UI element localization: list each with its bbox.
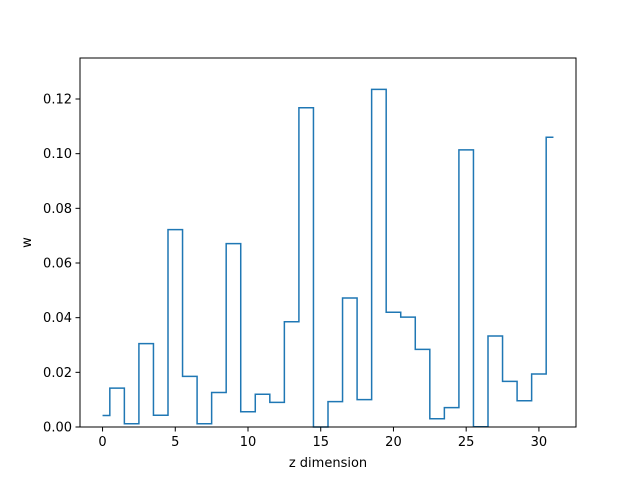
- y-tick-label: 0.10: [43, 147, 72, 162]
- y-tick-label: 0.06: [43, 257, 72, 272]
- x-axis-label: z dimension: [289, 456, 367, 471]
- y-tick-label: 0.12: [43, 93, 72, 108]
- y-tick-label: 0.02: [43, 366, 72, 381]
- x-tick-label: 5: [171, 435, 179, 450]
- y-axis-ticks: 0.00 0.02 0.04 0.06 0.08 0.10 0.12: [43, 93, 80, 436]
- x-axis-ticks: 0 5 10 15 20 25 30: [98, 427, 547, 450]
- y-tick-label: 0.08: [43, 202, 72, 217]
- x-tick-label: 25: [458, 435, 475, 450]
- y-tick-label: 0.00: [43, 421, 72, 436]
- x-tick-label: 30: [531, 435, 548, 450]
- plot-frame: [79, 57, 577, 428]
- x-tick-label: 10: [240, 435, 257, 450]
- y-tick-label: 0.04: [43, 311, 72, 326]
- y-axis-label: w: [20, 237, 35, 248]
- x-tick-label: 0: [98, 435, 106, 450]
- x-tick-label: 20: [385, 435, 402, 450]
- x-tick-label: 15: [312, 435, 329, 450]
